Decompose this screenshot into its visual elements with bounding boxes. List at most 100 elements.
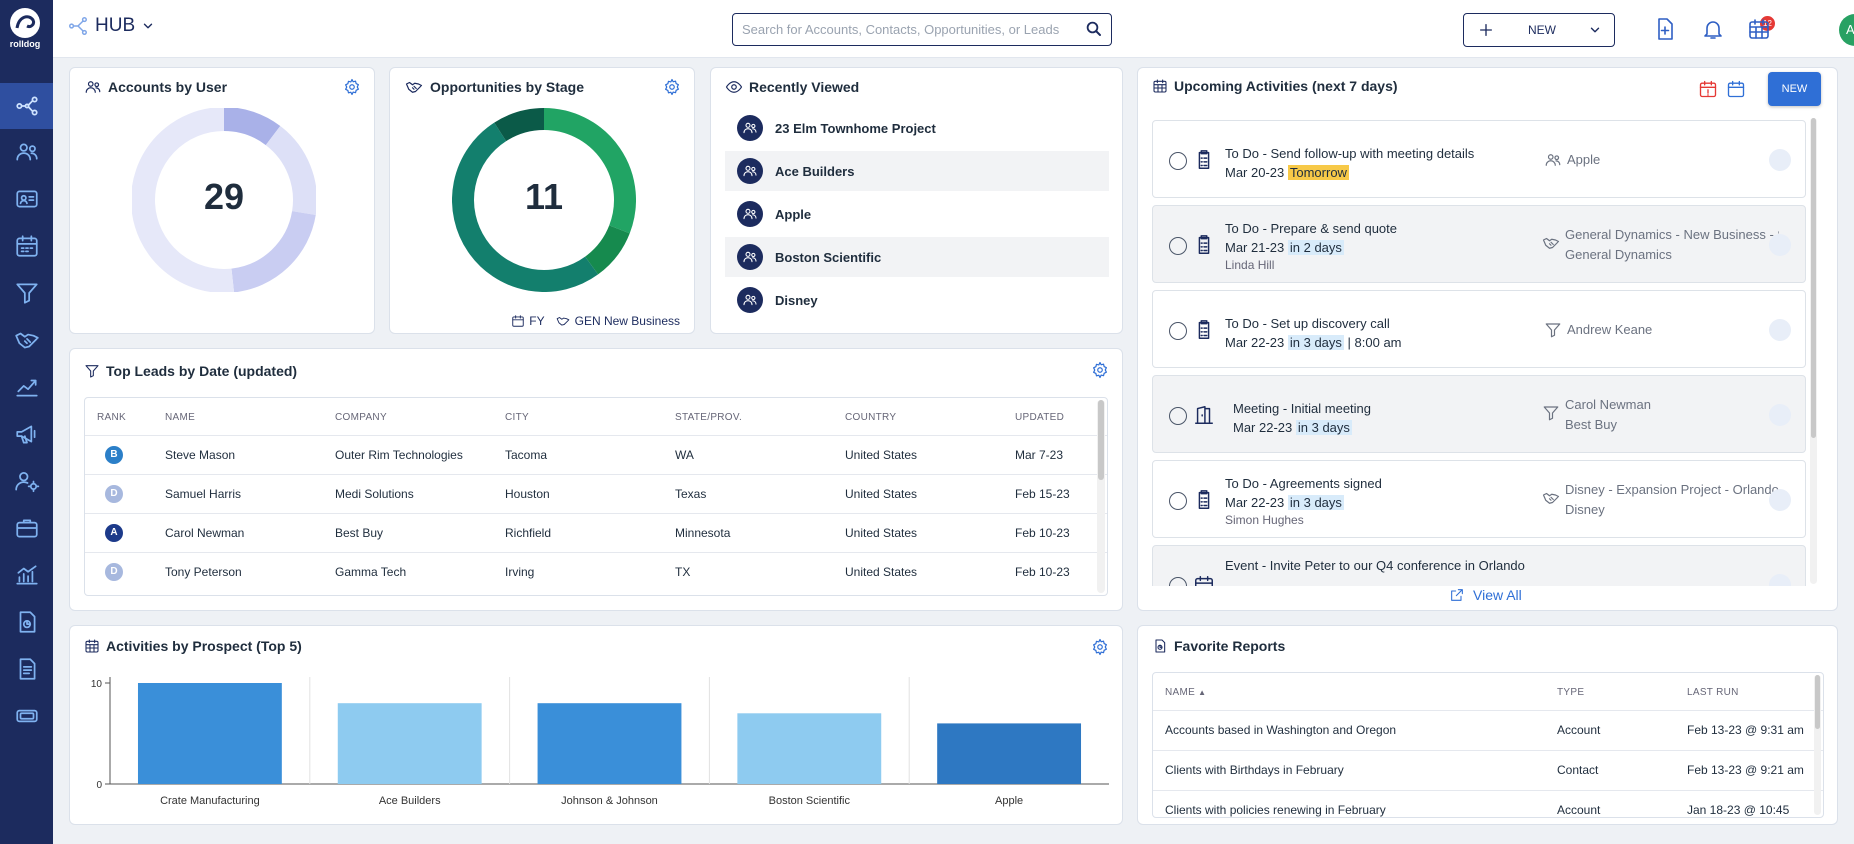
complete-activity-checkbox[interactable] <box>1169 577 1187 586</box>
activity-owner-avatar[interactable] <box>1769 234 1791 256</box>
scrollbar-thumb[interactable] <box>1811 118 1816 438</box>
scrollbar-thumb[interactable] <box>1815 675 1820 729</box>
opportunities-donut-segment[interactable] <box>494 108 545 142</box>
opportunities-donut-segment[interactable] <box>543 108 636 234</box>
activity-title[interactable]: To Do - Agreements signed <box>1225 476 1382 491</box>
table-row[interactable]: B Steve Mason Outer Rim Technologies Tacoma… <box>85 435 1107 474</box>
recently-viewed-item[interactable]: Disney <box>725 280 1109 320</box>
table-row[interactable]: D Samuel Harris Medi Solutions Houston Texas… <box>85 474 1107 513</box>
table-row[interactable]: D Tony Peterson Gamma Tech Irving TX United S… <box>85 552 1107 591</box>
related-record-name[interactable]: Carol Newman <box>1565 397 1651 412</box>
activity-item[interactable]: To Do - Prepare & send quote Mar 21-23 in… <box>1152 205 1806 283</box>
calendar-button[interactable] <box>1747 16 1771 42</box>
column-header[interactable]: LAST RUN <box>1687 687 1739 698</box>
new-document-button[interactable] <box>1653 16 1677 42</box>
bar-johnson-johnson[interactable] <box>537 703 682 784</box>
column-header[interactable]: RANK <box>97 412 126 423</box>
column-header[interactable]: NAME <box>165 412 196 423</box>
search-icon[interactable] <box>1085 20 1103 38</box>
activity-owner-avatar[interactable] <box>1769 574 1791 586</box>
nav-analytics[interactable] <box>0 552 53 598</box>
activities-scrollbar[interactable] <box>1810 118 1817 584</box>
nav-forecast[interactable] <box>0 364 53 410</box>
related-record-name[interactable]: Andrew Keane <box>1567 322 1653 337</box>
table-row[interactable]: Clients with Birthdays in February Contac… <box>1153 750 1823 790</box>
column-header[interactable]: COUNTRY <box>845 412 897 423</box>
column-header[interactable]: CITY <box>505 412 529 423</box>
activity-owner-avatar[interactable] <box>1769 319 1791 341</box>
search-input[interactable] <box>742 14 1072 44</box>
opportunities-donut-segment[interactable] <box>452 122 599 292</box>
view-all-link[interactable]: View All <box>1449 587 1522 603</box>
activity-item[interactable]: To Do - Send follow-up with meeting deta… <box>1152 120 1806 198</box>
related-record-parent[interactable]: Disney <box>1565 502 1605 517</box>
notifications-button[interactable] <box>1701 16 1725 42</box>
complete-activity-checkbox[interactable] <box>1169 492 1187 510</box>
accounts-donut-segment[interactable] <box>132 108 234 292</box>
opportunities-settings-button[interactable] <box>663 78 681 96</box>
table-row[interactable]: Accounts based in Washington and Oregon A… <box>1153 710 1823 750</box>
activity-title[interactable]: To Do - Send follow-up with meeting deta… <box>1225 146 1475 161</box>
recently-viewed-item[interactable]: 23 Elm Townhome Project <box>725 108 1109 148</box>
activity-item[interactable]: To Do - Agreements signed Mar 22-23 in 3 … <box>1152 460 1806 538</box>
recently-viewed-item[interactable]: Apple <box>725 194 1109 234</box>
complete-activity-checkbox[interactable] <box>1169 322 1187 340</box>
nav-accounts[interactable] <box>0 129 53 175</box>
related-record-name[interactable]: Disney - Expansion Project - Orlando <box>1565 482 1779 497</box>
top-leads-settings-button[interactable] <box>1091 361 1109 379</box>
activity-title[interactable]: To Do - Prepare & send quote <box>1225 221 1397 236</box>
related-record-name[interactable]: Apple <box>1567 152 1601 167</box>
new-activity-button[interactable]: NEW <box>1768 72 1821 106</box>
accounts-by-user-settings-button[interactable] <box>343 78 361 96</box>
user-avatar[interactable]: AD <box>1839 14 1854 46</box>
related-record-name[interactable]: General Dynamics - New Business - S <box>1565 227 1779 242</box>
related-record-parent[interactable]: Best Buy <box>1565 417 1618 432</box>
nav-reports[interactable] <box>0 599 53 645</box>
nav-calendar[interactable] <box>0 223 53 269</box>
nav-opportunities[interactable] <box>0 317 53 363</box>
complete-activity-checkbox[interactable] <box>1169 407 1187 425</box>
period-filter[interactable]: FY <box>511 314 545 328</box>
related-record-parent[interactable]: General Dynamics <box>1565 247 1672 262</box>
accounts-donut-segment[interactable] <box>231 210 316 292</box>
activity-owner-avatar[interactable] <box>1769 489 1791 511</box>
column-header[interactable]: COMPANY <box>335 412 387 423</box>
nav-contacts[interactable] <box>0 176 53 222</box>
activity-owner-avatar[interactable] <box>1769 149 1791 171</box>
overdue-calendar-button[interactable] <box>1698 78 1718 100</box>
assigned-contact[interactable]: Simon Hughes <box>1225 513 1304 527</box>
accounts-donut-segment[interactable] <box>223 108 281 146</box>
activities-chart-settings-button[interactable] <box>1091 638 1109 656</box>
reports-scrollbar[interactable] <box>1814 675 1821 815</box>
new-record-button[interactable]: NEW <box>1463 13 1615 47</box>
pipeline-filter[interactable]: GEN New Business <box>555 314 680 328</box>
activity-item[interactable]: To Do - Set up discovery call Mar 22-23 i… <box>1152 290 1806 368</box>
nav-projects[interactable] <box>0 505 53 551</box>
table-scrollbar[interactable] <box>1097 400 1105 593</box>
recently-viewed-item[interactable]: Boston Scientific <box>725 237 1109 277</box>
column-header[interactable]: UPDATED <box>1015 412 1065 423</box>
activity-item[interactable]: Event - Invite Peter to our Q4 conferenc… <box>1152 545 1806 586</box>
nav-campaigns[interactable] <box>0 411 53 457</box>
table-row[interactable]: A Carol Newman Best Buy Richfield Minnesota U… <box>85 513 1107 552</box>
activity-item[interactable]: Meeting - Initial meeting Mar 22-23 in 3 … <box>1152 375 1806 453</box>
assigned-contact[interactable]: Linda Hill <box>1225 258 1275 272</box>
bar-apple[interactable] <box>937 723 1082 784</box>
column-header[interactable]: TYPE <box>1557 687 1584 698</box>
bar-ace-builders[interactable] <box>337 703 482 784</box>
nav-documents[interactable] <box>0 646 53 692</box>
nav-hub[interactable] <box>0 83 53 129</box>
column-header[interactable]: NAME ▲ <box>1165 687 1206 698</box>
complete-activity-checkbox[interactable] <box>1169 237 1187 255</box>
bar-boston-scientific[interactable] <box>737 713 882 784</box>
activity-title[interactable]: Meeting - Initial meeting <box>1233 401 1372 416</box>
calendar-view-button[interactable] <box>1726 78 1746 100</box>
scrollbar-thumb[interactable] <box>1098 400 1104 480</box>
nav-tickets[interactable] <box>0 693 53 739</box>
rolldog-logo[interactable]: rolldog <box>5 6 45 50</box>
complete-activity-checkbox[interactable] <box>1169 152 1187 170</box>
activity-title[interactable]: To Do - Set up discovery call <box>1225 316 1390 331</box>
recently-viewed-item[interactable]: Ace Builders <box>725 151 1109 191</box>
activity-owner-avatar[interactable] <box>1769 404 1791 426</box>
opportunities-donut-segment[interactable] <box>584 225 630 275</box>
